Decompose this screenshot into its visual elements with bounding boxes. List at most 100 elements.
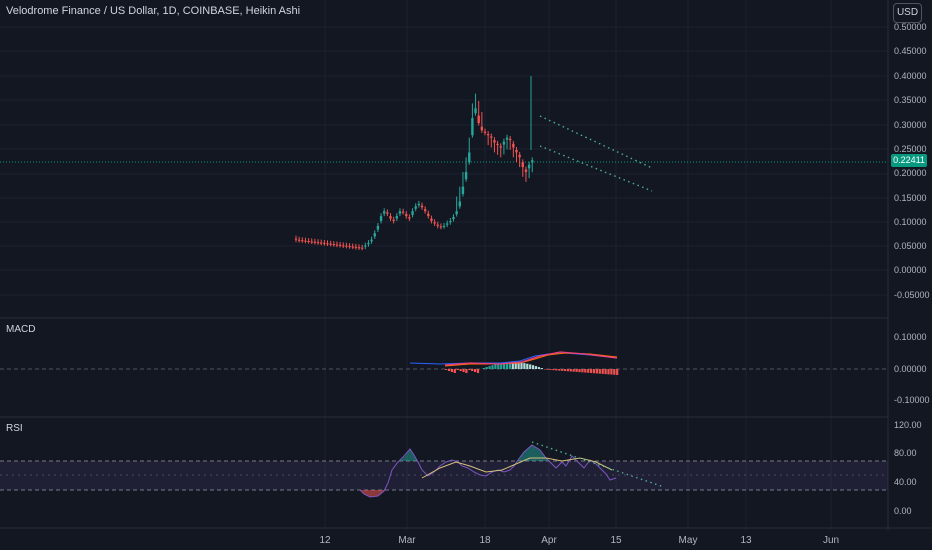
candle-body[interactable] (411, 211, 414, 215)
candle-body[interactable] (326, 243, 329, 245)
candle-body[interactable] (483, 131, 487, 133)
candle-body[interactable] (301, 240, 304, 242)
candle-body[interactable] (423, 209, 427, 212)
candle-body[interactable] (320, 242, 323, 244)
price-axis-label: 0.05000 (894, 241, 927, 251)
macd-histogram-bar (468, 369, 471, 370)
candle-body[interactable] (524, 169, 528, 172)
candle-body[interactable] (458, 201, 461, 207)
candle-body[interactable] (383, 211, 386, 214)
candle-body[interactable] (401, 211, 405, 213)
candle-body[interactable] (430, 218, 433, 221)
macd-histogram-bar (485, 367, 488, 369)
candle-body[interactable] (360, 247, 364, 249)
macd-histogram-bar (532, 365, 535, 369)
candle-body[interactable] (307, 240, 310, 242)
candle-body[interactable] (496, 143, 499, 146)
candle-body[interactable] (436, 224, 439, 226)
candle-body[interactable] (433, 222, 436, 224)
candle-body[interactable] (297, 239, 301, 241)
candle-body[interactable] (379, 216, 383, 221)
candle-body[interactable] (364, 245, 367, 247)
candle-body[interactable] (367, 243, 370, 245)
candle-body[interactable] (474, 108, 477, 114)
candle-body[interactable] (486, 134, 490, 136)
candle-body[interactable] (376, 225, 380, 230)
macd-histogram-bar (482, 368, 485, 369)
candle-body[interactable] (338, 244, 342, 246)
candle-body[interactable] (527, 164, 531, 169)
candle-body[interactable] (304, 240, 307, 242)
candle-body[interactable] (354, 246, 358, 248)
candle-body[interactable] (505, 137, 509, 140)
candle-body[interactable] (329, 243, 332, 245)
macd-histogram-bar (592, 369, 596, 374)
channel-lower-trendline[interactable] (539, 145, 653, 192)
candle-body[interactable] (446, 223, 449, 225)
candle-body[interactable] (342, 245, 345, 247)
channel-upper-trendline[interactable] (539, 115, 653, 169)
candle-body[interactable] (449, 221, 452, 223)
candle-body[interactable] (490, 136, 493, 138)
candle-body[interactable] (493, 140, 496, 143)
candle-body[interactable] (468, 152, 471, 163)
candle-body[interactable] (521, 162, 524, 168)
candle-body[interactable] (499, 146, 502, 148)
candle-body[interactable] (518, 154, 521, 158)
candle-body[interactable] (323, 242, 326, 244)
currency-button[interactable]: USD (893, 3, 922, 23)
candle-body[interactable] (335, 244, 339, 246)
candle-body[interactable] (310, 241, 313, 243)
rsi-trendline[interactable] (531, 441, 665, 488)
candle-body[interactable] (357, 247, 361, 249)
candle-body[interactable] (405, 214, 408, 217)
candle-body[interactable] (515, 149, 518, 153)
candle-body[interactable] (531, 160, 534, 163)
candle-body[interactable] (477, 115, 480, 123)
candle-body[interactable] (345, 245, 348, 247)
candle-body[interactable] (392, 219, 395, 221)
macd-histogram-bar (497, 363, 500, 369)
candle-body[interactable] (502, 141, 506, 145)
macd-pane-label[interactable]: MACD (6, 324, 36, 335)
candle-body[interactable] (294, 238, 298, 240)
candlestick-series[interactable] (294, 76, 534, 251)
candle-body[interactable] (427, 213, 430, 217)
macd-histogram-bar (445, 369, 448, 370)
candle-body[interactable] (370, 239, 373, 242)
candle-body[interactable] (420, 205, 424, 208)
candle-body[interactable] (452, 217, 455, 220)
candle-body[interactable] (398, 211, 402, 214)
candle-body[interactable] (332, 244, 335, 246)
candle-body[interactable] (313, 241, 317, 243)
candle-body[interactable] (316, 242, 320, 244)
candle-body[interactable] (509, 138, 512, 141)
rsi-line[interactable] (359, 444, 617, 498)
macd-histogram-bar (558, 369, 561, 371)
candle-body[interactable] (395, 216, 398, 219)
candle-body[interactable] (417, 203, 421, 206)
macd-histogram[interactable] (445, 362, 619, 375)
candle-body[interactable] (480, 126, 484, 131)
macd-histogram-bar (465, 369, 468, 373)
candle-body[interactable] (464, 172, 468, 180)
candle-body[interactable] (512, 143, 515, 148)
candle-body[interactable] (389, 216, 392, 219)
price-axis-label: -0.05000 (894, 290, 930, 300)
candle-body[interactable] (351, 246, 354, 248)
macd-histogram-bar (595, 369, 598, 374)
candle-body[interactable] (414, 206, 417, 209)
candle-body[interactable] (373, 233, 376, 237)
candle-body[interactable] (455, 211, 458, 215)
candle-body[interactable] (386, 212, 389, 214)
rsi-pane-label[interactable]: RSI (6, 423, 23, 434)
candle-body[interactable] (408, 217, 411, 219)
candle-body[interactable] (471, 118, 474, 136)
candle-body[interactable] (442, 225, 446, 227)
macd-histogram-bar (514, 362, 517, 369)
macd-histogram-bar (459, 369, 462, 371)
candle-body[interactable] (461, 186, 465, 195)
candle-body[interactable] (348, 246, 351, 248)
candle-body[interactable] (439, 226, 443, 228)
